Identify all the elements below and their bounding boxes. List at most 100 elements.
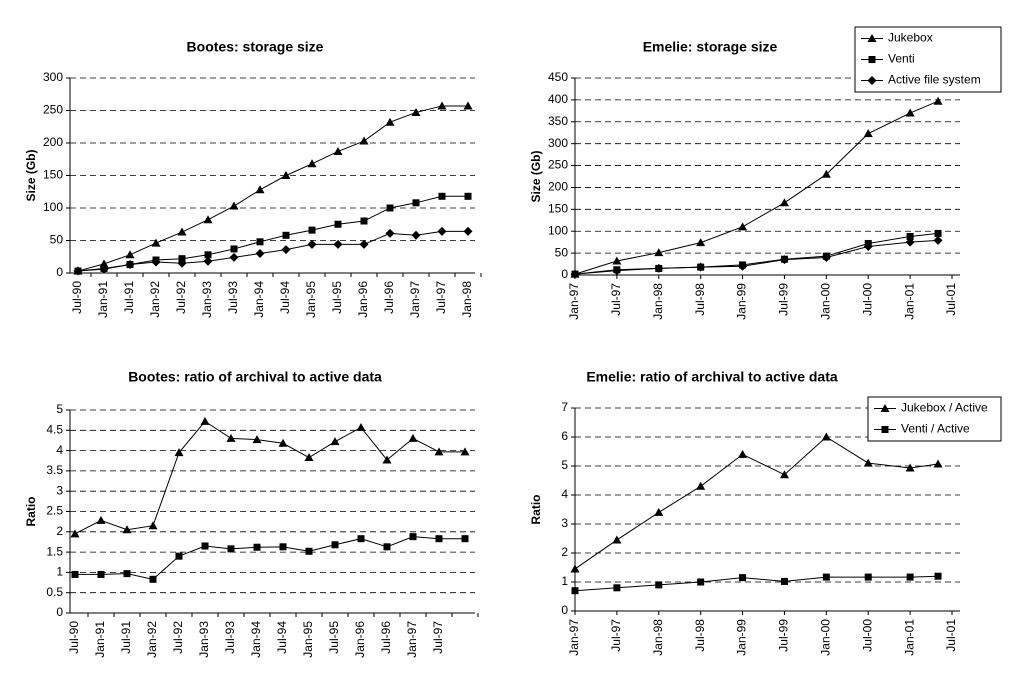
y-tick-label: 0: [56, 605, 63, 619]
marker-triangle: [125, 250, 135, 259]
x-tick-label: Jan-97: [567, 283, 581, 320]
y-tick-label: 3.5: [46, 463, 63, 477]
y-tick-label: 5: [56, 402, 63, 416]
y-tick-label: 300: [548, 136, 568, 150]
marker-square: [868, 56, 876, 63]
x-tick-label: Jan-95: [304, 281, 318, 318]
x-tick-label: Jan-98: [651, 619, 665, 656]
marker-triangle: [177, 227, 187, 236]
y-tick-label: 150: [548, 202, 568, 216]
marker-triangle: [70, 529, 80, 538]
y-axis-label: Size (Gb): [529, 150, 543, 202]
x-tick-label: Jul-99: [777, 619, 791, 652]
x-tick-label: Jul-91: [119, 621, 133, 654]
x-tick-label: Jan-99: [735, 283, 749, 320]
marker-diamond: [821, 252, 831, 262]
marker-diamond: [281, 245, 291, 255]
x-tick-label: Jan-01: [902, 283, 916, 320]
y-tick-label: 250: [43, 103, 63, 117]
marker-square: [204, 251, 212, 259]
y-tick-label: 1.5: [46, 544, 63, 558]
marker-diamond: [411, 230, 421, 240]
marker-diamond: [738, 261, 748, 271]
marker-triangle: [460, 447, 470, 456]
marker-square: [71, 570, 79, 578]
marker-triangle: [612, 535, 622, 544]
marker-triangle: [122, 525, 132, 534]
marker-square: [386, 204, 394, 212]
y-tick-label: 350: [548, 114, 568, 128]
marker-diamond: [905, 237, 915, 247]
y-tick-label: 4: [56, 443, 63, 457]
y-axis-label: Size (Gb): [24, 149, 38, 201]
series-line: [574, 232, 939, 275]
marker-diamond: [779, 255, 789, 265]
x-tick-label: Jul-98: [693, 619, 707, 652]
y-tick-label: 0: [561, 603, 568, 617]
x-tick-label: Jan-98: [460, 281, 474, 318]
y-tick-label: 50: [555, 245, 569, 259]
marker-square: [227, 545, 235, 553]
series-line: [74, 420, 465, 535]
x-tick-label: Jul-90: [70, 281, 84, 314]
marker-diamond: [255, 249, 265, 258]
marker-triangle: [411, 107, 421, 116]
y-tick-label: 300: [43, 70, 63, 84]
x-tick-label: Jan-91: [93, 621, 107, 658]
marker-triangle: [385, 117, 395, 126]
legend-label: Jukebox / Active: [901, 401, 988, 415]
marker-diamond: [385, 228, 395, 238]
x-tick-label: Jan-97: [567, 619, 581, 656]
marker-triangle: [779, 470, 789, 479]
x-tick-label: Jan-99: [735, 619, 749, 656]
marker-triangle: [905, 463, 915, 472]
y-tick-label: 0: [56, 265, 63, 279]
y-tick-label: 4: [561, 487, 568, 501]
marker-triangle: [356, 422, 366, 431]
marker-diamond: [933, 235, 943, 245]
x-tick-label: Jul-97: [434, 281, 448, 314]
marker-triangle: [200, 416, 210, 425]
marker-square: [461, 535, 469, 543]
x-tick-label: Jul-99: [777, 283, 791, 316]
series-line: [77, 230, 468, 272]
chart-title: Emelie: ratio of archival to active data: [586, 369, 838, 385]
marker-triangle: [333, 146, 343, 155]
marker-square: [864, 573, 872, 581]
x-tick-label: Jan-98: [651, 283, 665, 320]
marker-square: [334, 220, 342, 228]
marker-triangle: [463, 101, 473, 110]
marker-diamond: [99, 264, 109, 274]
x-tick-label: Jan-91: [96, 281, 110, 318]
x-tick-label: Jul-00: [860, 283, 874, 316]
y-tick-label: 7: [561, 400, 568, 414]
x-tick-label: Jan-92: [148, 281, 162, 318]
marker-triangle: [226, 433, 236, 442]
marker-triangle: [880, 404, 890, 412]
x-tick-label: Jul-95: [327, 621, 341, 654]
marker-triangle: [654, 507, 664, 516]
marker-square: [123, 570, 131, 578]
series-line: [574, 436, 939, 570]
marker-triangle: [382, 455, 392, 464]
marker-square: [97, 570, 105, 578]
x-tick-label: Jan-93: [197, 621, 211, 658]
marker-triangle: [203, 215, 213, 224]
marker-square: [279, 543, 287, 551]
y-tick-label: 3: [561, 516, 568, 530]
legend-label: Venti / Active: [901, 422, 970, 436]
y-tick-label: 0.5: [46, 585, 63, 599]
x-tick-label: Jul-97: [609, 283, 623, 316]
y-tick-label: 1: [561, 574, 568, 588]
marker-square: [412, 199, 420, 207]
x-tick-label: Jul-00: [860, 619, 874, 652]
marker-square: [253, 543, 261, 551]
marker-triangle: [570, 564, 580, 573]
x-tick-label: Jan-95: [301, 621, 315, 658]
marker-diamond: [612, 266, 622, 276]
marker-square: [881, 426, 889, 433]
marker-diamond: [696, 262, 706, 272]
marker-triangle: [696, 238, 706, 247]
x-tick-label: Jul-92: [171, 621, 185, 654]
marker-triangle: [933, 459, 943, 468]
